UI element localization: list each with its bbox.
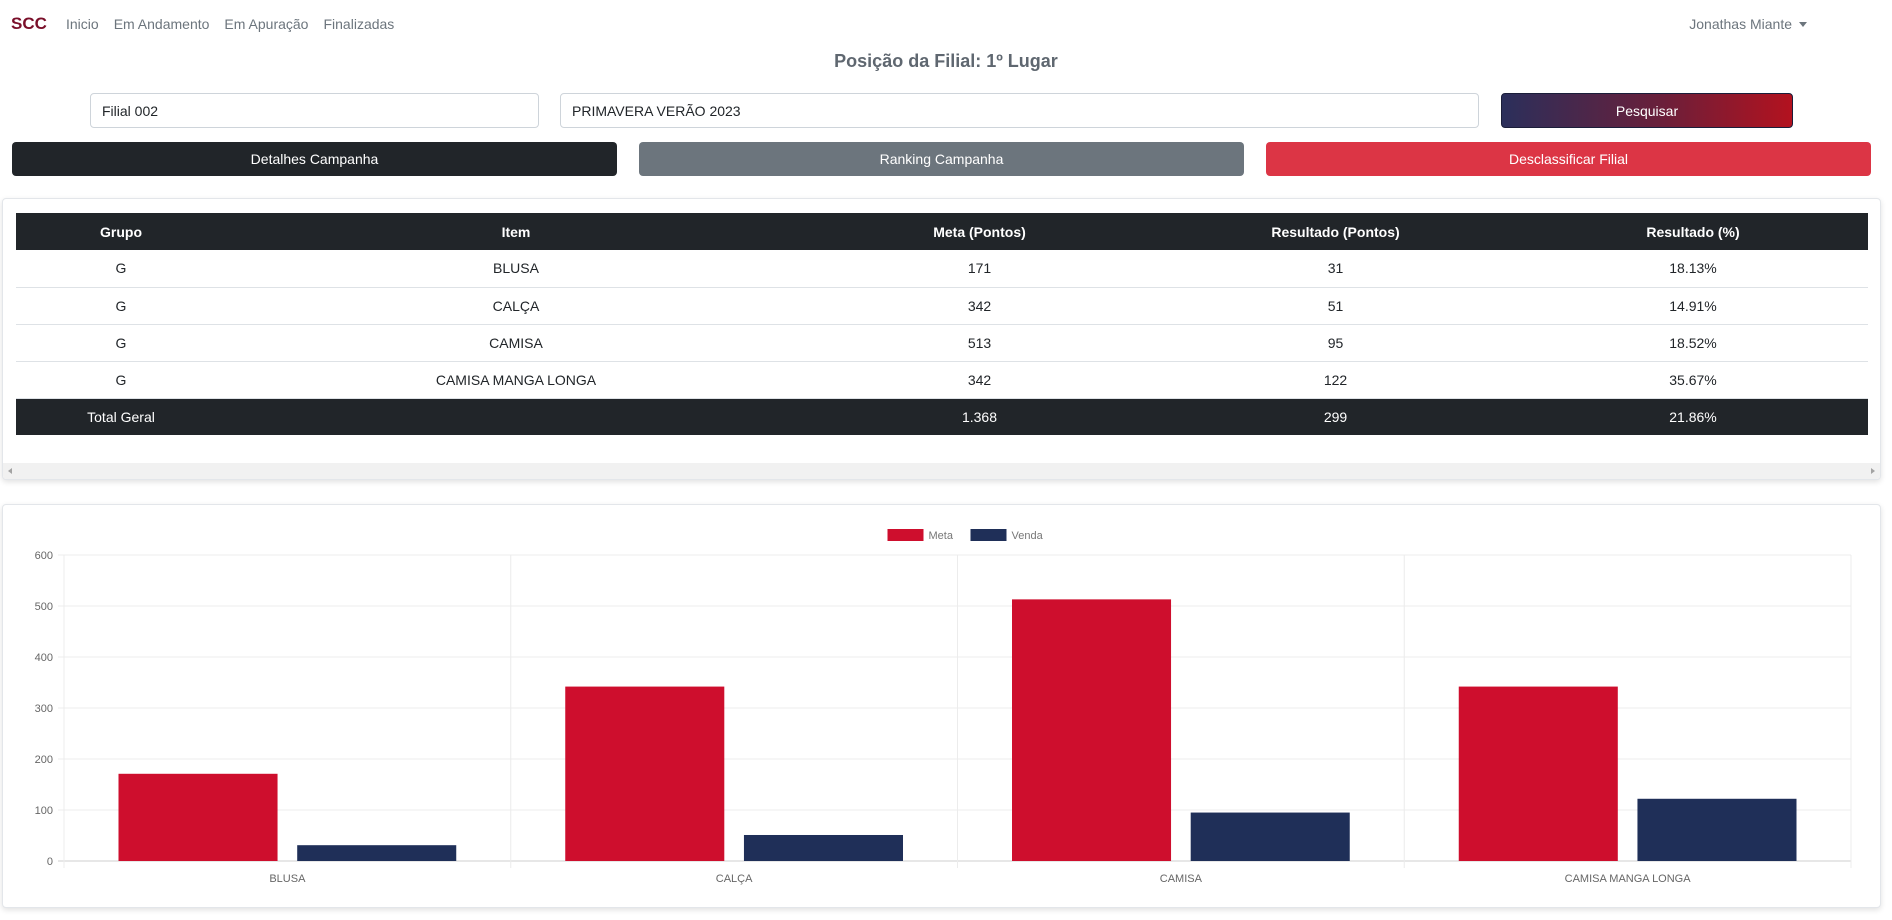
cell-meta: 171	[967, 260, 992, 277]
campaign-details-button[interactable]: Detalhes Campanha	[12, 142, 617, 176]
scroll-right-icon[interactable]	[1871, 468, 1875, 474]
user-menu[interactable]: Jonathas Miante	[1689, 16, 1807, 32]
x-tick-label: CAMISA MANGA LONGA	[1565, 873, 1692, 885]
results-table: Grupo Item Meta (Pontos) Resultado (Pont…	[16, 213, 1868, 435]
table-row: G CALÇA 342 51 14.91%	[16, 287, 1868, 324]
brand-logo[interactable]: SCC	[11, 14, 47, 33]
nav-link-inicio[interactable]: Inicio	[66, 16, 99, 32]
caret-down-icon	[1799, 21, 1807, 27]
bar-venda	[743, 834, 903, 861]
chart-card: 0 100 200 300 400 500 600 BLUSA CALÇA CAMISA CAMIS…	[2, 504, 1881, 908]
table-row: G BLUSA 171 31 18.13%	[16, 250, 1868, 287]
y-tick-label: 300	[35, 703, 53, 715]
navbar: SCC Inicio Em Andamento Em Apuração Fina…	[0, 0, 1892, 48]
cell-grupo: G	[115, 371, 127, 388]
table-row: G CAMISA MANGA LONGA 342 122 35.67%	[16, 361, 1868, 398]
y-tick-label: 400	[35, 652, 53, 664]
total-item	[226, 398, 806, 435]
cell-resultado-percent: 18.52%	[1669, 334, 1717, 351]
search-button[interactable]: Pesquisar	[1501, 93, 1793, 128]
campanha-input[interactable]: PRIMAVERA VERÃO 2023	[560, 93, 1479, 128]
filial-input[interactable]: Filial 002	[90, 93, 539, 128]
cell-resultado-pontos: 51	[1327, 297, 1344, 314]
results-table-card: Grupo Item Meta (Pontos) Resultado (Pont…	[2, 198, 1881, 480]
legend-swatch-venda	[970, 529, 1007, 541]
cell-resultado-pontos: 122	[1323, 371, 1348, 388]
nav-link-finalizadas[interactable]: Finalizadas	[323, 16, 395, 32]
nav-link-em-andamento[interactable]: Em Andamento	[113, 16, 210, 32]
bar-venda	[297, 845, 457, 861]
x-tick-label: CALÇA	[716, 873, 753, 885]
table-row: G CAMISA 513 95 18.52%	[16, 324, 1868, 361]
cell-meta: 513	[967, 334, 992, 351]
table-total-row: Total Geral 1.368 299 21.86%	[16, 398, 1868, 435]
y-tick-label: 200	[35, 754, 53, 766]
header-resultado-pontos[interactable]: Resultado (Pontos)	[1271, 223, 1400, 240]
nav-links: Inicio Em Andamento Em Apuração Finaliza…	[66, 16, 394, 32]
bar-meta	[1458, 686, 1618, 861]
total-label: Total Geral	[87, 408, 155, 425]
cell-item: CAMISA MANGA LONGA	[435, 371, 597, 388]
bar-meta	[118, 773, 278, 861]
cell-resultado-pontos: 95	[1327, 334, 1344, 351]
bar-venda	[1637, 798, 1797, 861]
table-header-row: Grupo Item Meta (Pontos) Resultado (Pont…	[16, 213, 1868, 250]
header-resultado-percent[interactable]: Resultado (%)	[1646, 223, 1740, 240]
bar-venda	[1190, 812, 1350, 861]
legend-label-meta: Meta	[929, 530, 954, 542]
total-meta: 1.368	[961, 408, 998, 425]
total-resultado-pontos: 299	[1323, 408, 1348, 425]
cell-meta: 342	[967, 371, 992, 388]
legend-label-venda: Venda	[1012, 530, 1044, 542]
header-meta[interactable]: Meta (Pontos)	[933, 223, 1026, 240]
y-tick-label: 100	[35, 805, 53, 817]
scroll-left-icon[interactable]	[8, 468, 12, 474]
x-tick-label: CAMISA	[1160, 873, 1203, 885]
total-resultado-percent: 21.86%	[1669, 408, 1717, 425]
page-title: Posição da Filial: 1º Lugar	[834, 51, 1058, 71]
header-grupo[interactable]: Grupo	[100, 223, 142, 240]
horizontal-scrollbar[interactable]	[3, 463, 1880, 479]
cell-meta: 342	[967, 297, 992, 314]
cell-grupo: G	[115, 260, 127, 277]
disqualify-branch-button[interactable]: Desclassificar Filial	[1266, 142, 1871, 176]
cell-item: BLUSA	[493, 260, 539, 277]
bar-meta	[1012, 599, 1172, 861]
bar-chart: 0 100 200 300 400 500 600 BLUSA CALÇA CAMISA CAMIS…	[35, 529, 1852, 885]
legend-swatch-meta	[887, 529, 924, 541]
y-tick-label: 600	[35, 550, 53, 562]
cell-resultado-percent: 14.91%	[1669, 297, 1717, 314]
cell-grupo: G	[115, 334, 127, 351]
cell-resultado-percent: 35.67%	[1669, 371, 1717, 388]
y-tick-label: 0	[47, 856, 53, 868]
header-item[interactable]: Item	[501, 223, 531, 240]
y-tick-label: 500	[35, 601, 53, 613]
cell-item: CALÇA	[492, 297, 540, 314]
bar-meta	[565, 686, 725, 861]
cell-item: CAMISA	[489, 334, 543, 351]
campaign-ranking-button[interactable]: Ranking Campanha	[639, 142, 1244, 176]
user-name: Jonathas Miante	[1689, 16, 1792, 32]
cell-resultado-percent: 18.13%	[1669, 260, 1717, 277]
cell-grupo: G	[115, 297, 127, 314]
nav-link-em-apuracao[interactable]: Em Apuração	[224, 16, 309, 32]
cell-resultado-pontos: 31	[1327, 260, 1344, 277]
x-tick-label: BLUSA	[269, 873, 306, 885]
